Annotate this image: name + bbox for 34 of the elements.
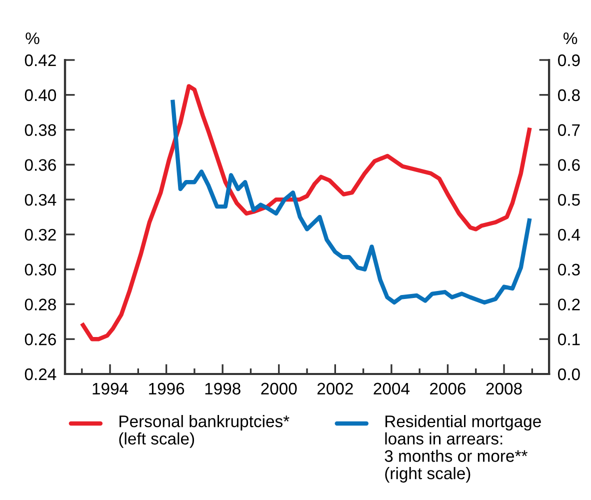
line-series (80, 84, 532, 342)
x-tick-label: 2000 (261, 382, 297, 395)
y-tick-label: 0.26 (24, 334, 56, 346)
x-tick-label: 1996 (149, 382, 184, 395)
x-tick-label: 2004 (374, 382, 410, 395)
x-tick-label: 2008 (486, 382, 522, 395)
y2-tick-label: 0.9 (558, 54, 580, 66)
y-tick-label: 0.24 (24, 368, 56, 380)
x-tick-label: 1994 (92, 382, 128, 395)
y2-tick-label: 0.8 (558, 89, 580, 102)
y-tick-label: 0.42 (24, 54, 56, 66)
y2-tick-label: 0.2 (558, 298, 580, 310)
y-tick-label: 0.30 (24, 264, 56, 276)
y-tick-label: 0.40 (24, 89, 56, 102)
legend-label: Residential mortgage loans in arrears: 3 months or more** (right scale) (384, 415, 541, 483)
legend-label: Personal bankruptcies* (left scale) (119, 415, 290, 448)
y2-axis-title: % (564, 32, 578, 44)
y2-tick-label: 0.5 (558, 194, 580, 206)
y2-tick-label: 0.0 (558, 368, 580, 380)
y-tick-label: 0.36 (24, 159, 56, 171)
x-tick-label: 1998 (205, 382, 240, 395)
line-series (170, 100, 532, 305)
y2-tick-label: 0.4 (558, 228, 580, 241)
y-tick-label: 0.34 (24, 194, 56, 206)
y2-tick-label: 0.6 (558, 159, 580, 171)
y2-tick-label: 0.7 (558, 124, 580, 136)
x-tick-label: 2002 (317, 382, 353, 395)
y-tick-label: 0.38 (24, 124, 56, 136)
y2-tick-label: 0.1 (558, 334, 580, 346)
y2-tick-label: 0.3 (558, 264, 580, 276)
y-tick-label: 0.28 (24, 298, 56, 310)
y-axis-title: % (26, 32, 40, 44)
x-tick-label: 2006 (430, 382, 466, 395)
y-tick-label: 0.32 (24, 228, 56, 241)
